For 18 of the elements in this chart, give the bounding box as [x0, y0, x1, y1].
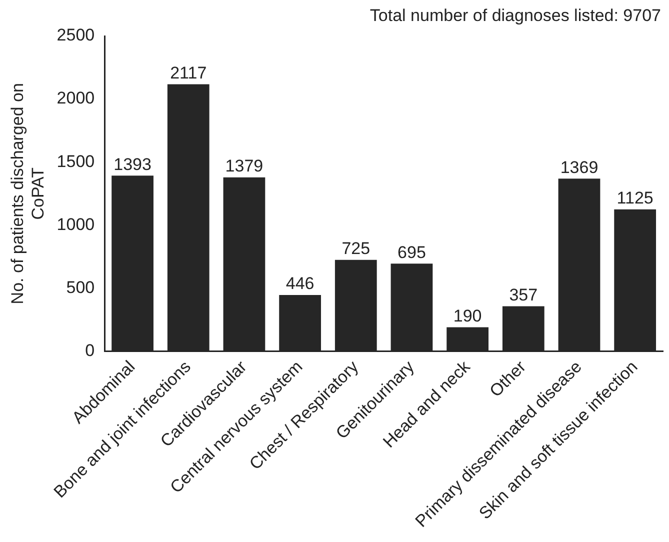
data-label: 1369	[560, 158, 598, 177]
y-tick-label: 1000	[56, 214, 95, 234]
data-label: 357	[509, 285, 538, 304]
y-tick-label: 2000	[56, 88, 95, 108]
data-label: 2117	[170, 63, 207, 82]
y-axis-title: No. of patients discharged on CoPAT	[8, 83, 48, 304]
y-tick-label: 1500	[56, 152, 95, 171]
y-tick-label: 2500	[56, 26, 95, 45]
y-tick-label: 500	[66, 278, 95, 297]
data-label: 695	[398, 242, 426, 262]
data-label: 1379	[225, 156, 264, 176]
data-label: 1393	[114, 154, 152, 174]
data-label: 725	[342, 239, 370, 258]
data-label: 1125	[616, 188, 654, 208]
data-label: 446	[286, 274, 314, 294]
data-label: 190	[453, 306, 482, 326]
text: Total number of diagnoses listed: 9707	[370, 6, 661, 26]
y-tick-label: 0	[85, 340, 95, 360]
